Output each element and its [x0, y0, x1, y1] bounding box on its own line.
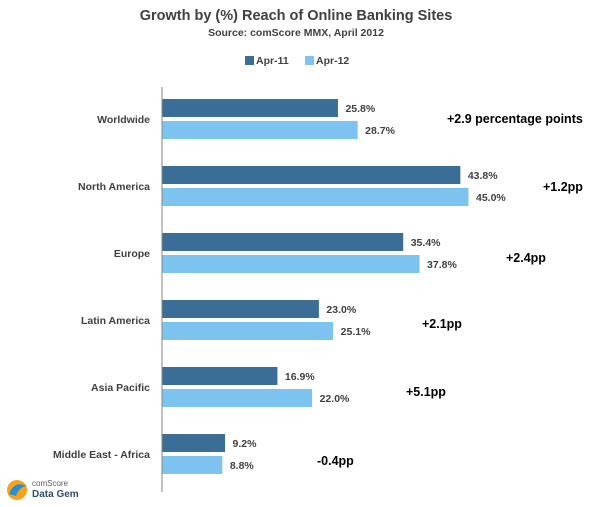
value-label-worldwide-apr-11: 25.8%	[345, 103, 375, 115]
chart-title: Growth by (%) Reach of Online Banking Si…	[140, 8, 453, 24]
value-label-europe-apr-12: 37.8%	[427, 259, 457, 271]
category-label-asia-pacific: Asia Pacific	[91, 382, 150, 394]
value-label-north-america-apr-11: 43.8%	[468, 170, 498, 182]
chart-subtitle: Source: comScore MMX, April 2012	[208, 27, 384, 39]
legend-swatch-apr-12	[305, 56, 314, 65]
comscore-logo: comScore Data Gem	[7, 479, 79, 500]
value-label-latin-america-apr-11: 23.0%	[326, 304, 356, 316]
bar-europe-apr-11	[162, 233, 404, 251]
value-label-latin-america-apr-12: 25.1%	[341, 326, 371, 338]
bar-europe-apr-12	[162, 255, 420, 273]
logo-line-1: comScore	[32, 479, 69, 488]
value-label-north-america-apr-12: 45.0%	[476, 192, 506, 204]
value-label-asia-pacific-apr-12: 22.0%	[320, 393, 350, 405]
bar-latin-america-apr-11	[162, 300, 319, 318]
value-label-europe-apr-11: 35.4%	[411, 237, 441, 249]
category-label-north-america: North America	[78, 181, 150, 193]
category-label-europe: Europe	[114, 248, 150, 260]
bar-middle-east-africa-apr-12	[162, 456, 223, 474]
change-annotation-europe: +2.4pp	[506, 251, 546, 265]
change-annotation-middle-east-africa: -0.4pp	[317, 454, 354, 468]
category-label-middle-east-africa: Middle East - Africa	[53, 449, 150, 461]
change-annotation-worldwide: +2.9 percentage points	[447, 112, 583, 126]
value-label-middle-east-africa-apr-11: 9.2%	[233, 438, 258, 450]
change-annotation-north-america: +1.2pp	[543, 180, 583, 194]
value-label-asia-pacific-apr-11: 16.9%	[285, 371, 315, 383]
legend-label-apr-11: Apr-11	[256, 55, 289, 67]
bar-asia-pacific-apr-11	[162, 367, 278, 385]
legend-swatch-apr-11	[245, 56, 254, 65]
value-label-middle-east-africa-apr-12: 8.8%	[230, 460, 255, 472]
logo-line-2: Data Gem	[32, 489, 79, 500]
bar-middle-east-africa-apr-11	[162, 434, 226, 452]
legend: Apr-11 Apr-12	[245, 55, 349, 67]
bar-latin-america-apr-12	[162, 322, 334, 340]
bar-asia-pacific-apr-12	[162, 389, 313, 407]
value-label-worldwide-apr-12: 28.7%	[365, 125, 395, 137]
change-annotation-latin-america: +2.1pp	[422, 317, 462, 331]
bar-north-america-apr-11	[162, 166, 461, 184]
category-label-latin-america: Latin America	[81, 315, 150, 327]
plot-area: Worldwide 25.8% 28.7% +2.9 percentage point…	[53, 99, 583, 474]
change-annotation-asia-pacific: +5.1pp	[406, 385, 446, 399]
bar-north-america-apr-12	[162, 188, 469, 206]
bar-worldwide-apr-11	[162, 99, 338, 117]
legend-label-apr-12: Apr-12	[316, 55, 349, 67]
bar-worldwide-apr-12	[162, 121, 358, 139]
logo-swirl	[9, 484, 27, 496]
category-label-worldwide: Worldwide	[97, 114, 150, 126]
